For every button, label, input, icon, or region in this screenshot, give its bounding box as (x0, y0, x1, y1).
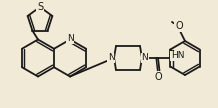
Text: N: N (108, 53, 114, 63)
Text: N: N (67, 34, 73, 43)
Text: N: N (142, 53, 148, 63)
Text: HN: HN (171, 52, 185, 60)
Text: O: O (154, 72, 162, 82)
Text: S: S (37, 2, 43, 11)
Text: O: O (175, 21, 183, 31)
